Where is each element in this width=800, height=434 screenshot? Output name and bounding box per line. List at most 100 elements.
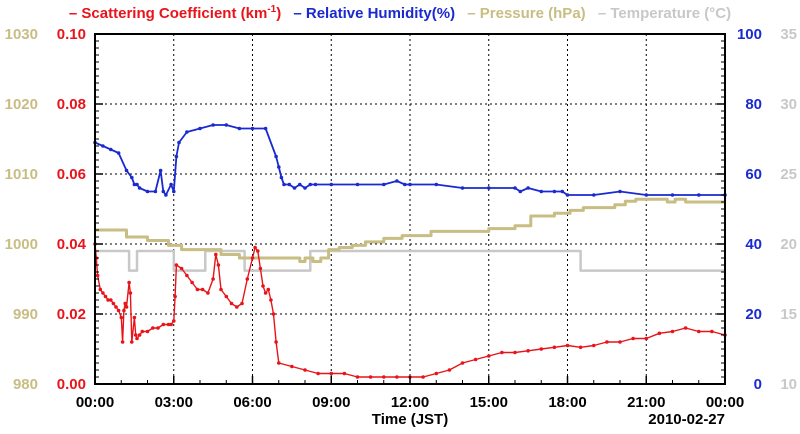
scattering-point [250,256,255,260]
humidity-point [109,147,113,152]
humidity-point [130,175,134,180]
scattering-point [133,333,138,337]
pressure-tick-label: 1020 [5,96,38,113]
scattering-point [269,298,273,302]
scattering-tick-label: 0.06 [57,166,86,183]
humidity-point [263,126,268,131]
humidity-point [177,140,181,145]
humidity-point [250,126,255,131]
chart-legend: – Scattering Coefficient (km-1) – Relati… [0,4,800,22]
humidity-tick-label: 80 [745,96,762,113]
humidity-point [487,186,491,190]
humidity-point [198,126,202,131]
scattering-point [578,345,583,350]
scattering-point [565,343,570,348]
scattering-point [644,336,649,341]
scattering-point [214,252,218,257]
scattering-point [240,301,244,306]
scattering-point [235,305,239,309]
humidity-point [153,189,158,194]
scattering-tick-label: 0.00 [57,376,86,393]
humidity-point [403,182,407,187]
scattering-point [513,350,517,355]
humidity-tick-label: 100 [737,26,762,43]
humidity-point [539,189,544,194]
scattering-point [116,308,121,313]
scattering-point [316,371,320,376]
scattering-point [245,277,250,281]
humidity-point [308,182,313,187]
scattering-point [697,329,701,334]
scattering-point [342,371,347,376]
scattering-point [106,298,110,302]
humidity-point [560,189,565,194]
humidity-point [618,189,622,194]
humidity-point [292,186,297,190]
scattering-point [216,263,221,267]
legend-scattering: – Scattering Coefficient (km-1) [68,4,282,22]
scattering-point [119,315,124,320]
scattering-tick-label: 0.08 [57,96,86,113]
scattering-point [101,291,105,295]
humidity-point [211,123,215,127]
scattering-point [434,371,439,376]
scattering-point [185,273,189,278]
scattering-point [277,361,281,365]
temperature-line [95,249,725,272]
scattering-point [172,319,176,323]
humidity-point [644,193,649,197]
humidity-point [565,193,570,197]
humidity-point [101,144,105,148]
humidity-point [132,182,137,187]
x-tick-label: 21:00 [627,394,665,411]
scattering-point [109,298,113,302]
humidity-point [697,193,701,197]
tick-layer: 00:00 03:00 06:00 09:00 12:00 15:00 18:00 21:00… [5,26,797,411]
scattering-point [500,350,504,355]
scattering-point [145,329,150,334]
scattering-point [114,305,118,309]
temperature-tick-label: 35 [780,26,797,43]
humidity-point [158,168,163,173]
scattering-point [200,287,205,292]
legend-pressure: – Pressure (hPa) [467,5,586,22]
scattering-point [190,280,194,285]
humidity-point [274,154,278,159]
humidity-point [355,182,360,187]
humidity-point [282,182,286,187]
scattering-point [173,294,177,299]
x-tick-label: 06:00 [233,394,271,411]
scattering-point [179,266,184,271]
pressure-tick-label: 990 [13,306,38,323]
temperature-tick-label: 15 [780,306,797,323]
scattering-point [98,287,103,292]
humidity-point [303,186,307,190]
scattering-point [368,375,373,379]
scattering-point [263,291,268,295]
humidity-point [137,186,142,190]
legend-scattering-label: – Scattering Coefficient (km [68,5,268,22]
scattering-point [161,322,166,327]
scattering-point [618,340,622,344]
humidity-point [172,189,176,194]
temperature-tick-label: 25 [780,166,797,183]
scattering-point [710,329,714,334]
scattering-point [261,284,265,288]
scattering-point [487,354,491,358]
date-label: 2010-02-27 [648,411,725,428]
scattering-point [303,368,307,372]
pressure-line [95,197,725,263]
scattering-tick-label: 0.02 [57,306,86,323]
scattering-point [526,349,530,353]
humidity-point [434,182,439,187]
temperature-tick-label: 20 [780,236,797,253]
legend-scattering-end: ) [276,5,282,22]
humidity-point [174,154,179,159]
humidity-point [526,186,530,190]
humidity-point [313,182,318,187]
humidity-point [124,168,129,173]
pressure-tick-label: 1030 [5,26,38,43]
x-tick-label: 09:00 [312,394,350,411]
scattering-point [552,345,557,350]
